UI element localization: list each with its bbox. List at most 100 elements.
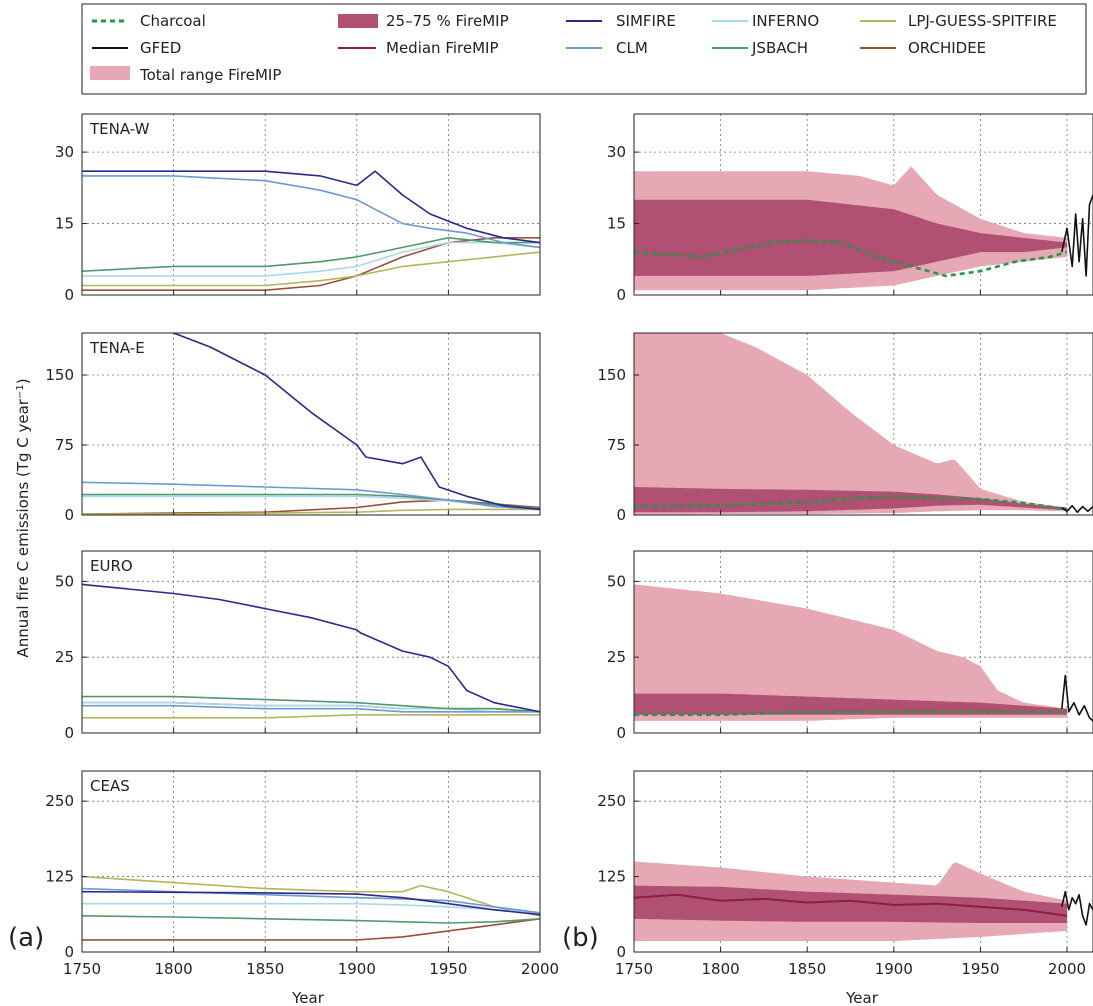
x-tick-label: 1850	[246, 960, 284, 978]
x-tick-label: 1750	[615, 960, 653, 978]
x-tick-label: 1900	[875, 960, 913, 978]
y-tick-label: 75	[607, 436, 626, 454]
legend-swatch-iqr	[338, 14, 378, 28]
series-line-jsbach	[82, 237, 540, 272]
panel-frame	[633, 770, 1093, 953]
panel-euro-left: 0 25 50 EURO	[55, 550, 541, 742]
y-tick-label: 0	[64, 286, 74, 304]
series-line-clm	[82, 175, 540, 249]
panel-letter-b: (b)	[562, 923, 599, 953]
series-line-simfire	[173, 333, 540, 511]
plot-area	[82, 333, 540, 515]
series-line-lpj	[82, 508, 540, 515]
panel-frame	[633, 332, 1093, 516]
panels: 0 15 30 TENA-W 0 15 30 0 75 150 TENA-E 0 75 150 0 25 50 E…	[45, 113, 1093, 978]
y-tick-label: 25	[55, 648, 74, 666]
y-tick-label: 0	[64, 724, 74, 742]
panel-ceas-right: 0 125 250 1750 1800 1850 1900 1950 2000	[597, 770, 1093, 978]
series-line-inferno	[82, 701, 540, 713]
legend-label-total-range: Total range FireMIP	[139, 66, 281, 84]
region-label: EURO	[90, 557, 133, 575]
legend-swatch-total-range	[90, 66, 130, 80]
panel-frame	[81, 113, 541, 296]
series-line-lpj	[82, 251, 540, 287]
y-tick-label: 0	[616, 724, 626, 742]
y-tick-label: 125	[597, 868, 626, 886]
series-line-simfire	[82, 583, 540, 713]
y-tick-label: 0	[616, 943, 626, 961]
iqr-band	[634, 199, 1067, 276]
series-line-orchidee	[82, 918, 540, 941]
region-label: TENA-E	[89, 339, 145, 357]
plot-area	[634, 584, 1093, 722]
y-tick-label: 30	[55, 143, 74, 161]
series-line-median	[634, 893, 1068, 917]
x-tick-label: 1850	[788, 960, 826, 978]
series-line-clm	[82, 704, 540, 713]
series-line-charcoal	[634, 238, 1068, 278]
legend-label-orchidee: ORCHIDEE	[908, 39, 986, 57]
y-axis-title: Annual fire C emissions (Tg C year−1)	[14, 378, 32, 657]
panel-frame	[81, 332, 541, 516]
series-line-jsbach	[82, 695, 540, 713]
series-line-jsbach	[82, 493, 540, 510]
panel-tena-e-left: 0 75 150 TENA-E	[45, 332, 541, 524]
region-label: CEAS	[90, 777, 130, 795]
y-tick-label: 50	[607, 572, 626, 590]
series-line-inferno	[82, 902, 540, 914]
x-tick-label: 2000	[1048, 960, 1086, 978]
x-tick-label: 1800	[155, 960, 193, 978]
series-line-gfed	[1061, 194, 1093, 277]
panel-tena-w-right: 0 15 30	[607, 113, 1093, 304]
legend: Charcoal GFED Total range FireMIP 25–75 …	[81, 3, 1087, 95]
panel-euro-right: 0 25 50	[607, 550, 1093, 742]
y-tick-label: 75	[55, 436, 74, 454]
x-tick-label: 1750	[63, 960, 101, 978]
panel-letter-a: (a)	[8, 923, 44, 953]
legend-label-inferno: INFERNO	[752, 12, 819, 30]
y-tick-label: 0	[616, 506, 626, 524]
legend-label-charcoal: Charcoal	[140, 12, 206, 30]
x-axis-title-right: Year	[845, 989, 879, 1006]
series-line-inferno	[82, 241, 540, 277]
y-tick-label: 50	[55, 572, 74, 590]
panel-frame	[81, 550, 541, 734]
series-line-lpj	[82, 714, 540, 719]
x-tick-label: 1950	[961, 960, 999, 978]
legend-label-clm: CLM	[616, 39, 648, 57]
series-line-gfed	[1061, 890, 1093, 926]
x-tick-label: 1900	[338, 960, 376, 978]
legend-label-jsbach: JSBACH	[751, 39, 808, 57]
legend-label-median: Median FireMIP	[386, 39, 499, 57]
plot-area	[634, 166, 1093, 291]
legend-label-simfire: SIMFIRE	[616, 12, 676, 30]
panel-frame	[633, 550, 1093, 734]
x-tick-label: 2000	[521, 960, 559, 978]
y-tick-label: 30	[607, 143, 626, 161]
region-label: TENA-W	[89, 120, 150, 138]
y-tick-label: 0	[64, 943, 74, 961]
series-line-clm	[82, 481, 540, 511]
panel-ceas-left: 0 125 250 1750 1800 1850 1900 1950 2000 CEAS	[45, 770, 559, 978]
y-tick-label: 250	[45, 792, 74, 810]
total-range-band	[634, 333, 1067, 515]
y-tick-label: 25	[607, 648, 626, 666]
y-tick-label: 0	[64, 506, 74, 524]
iqr-band	[634, 693, 1067, 715]
series-line-lpj	[82, 875, 540, 917]
y-tick-label: 15	[55, 215, 74, 233]
series-line-simfire	[82, 170, 540, 244]
y-tick-label: 125	[45, 868, 74, 886]
y-tick-label: 150	[597, 366, 626, 384]
series-line-gfed	[1061, 674, 1093, 722]
x-axis-title-left: Year	[291, 989, 325, 1006]
plot-area	[634, 861, 1093, 942]
plot-area	[634, 333, 1093, 515]
x-tick-label: 1800	[702, 960, 740, 978]
legend-label-iqr: 25–75 % FireMIP	[386, 12, 509, 30]
y-tick-label: 0	[616, 286, 626, 304]
plot-area	[82, 170, 540, 291]
x-tick-label: 1950	[429, 960, 467, 978]
panel-frame	[633, 113, 1093, 296]
